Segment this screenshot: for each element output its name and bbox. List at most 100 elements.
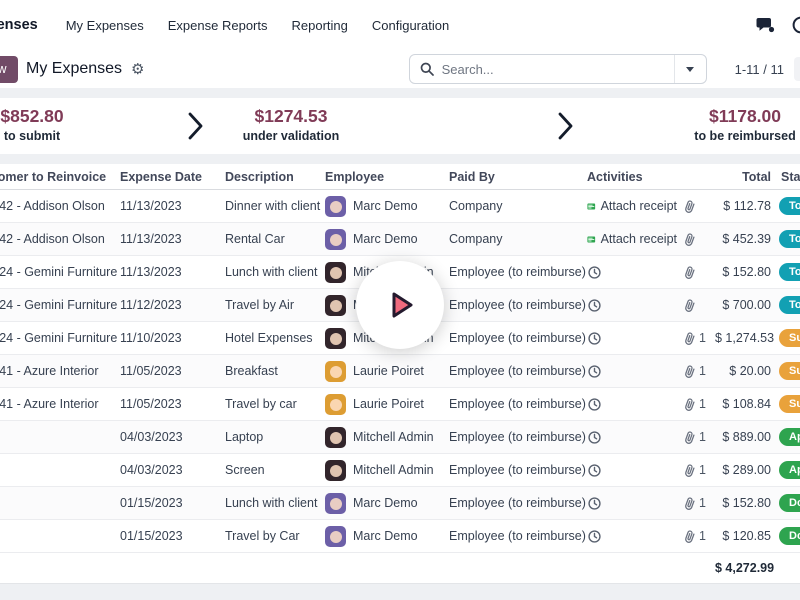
expense-date-cell: 11/05/2023 (120, 397, 182, 411)
nav-item-configuration[interactable]: Configuration (371, 17, 450, 33)
employee-cell: Marc Demo (325, 525, 449, 547)
main-nav: Expenses My Expenses Expense Reports Rep… (0, 0, 800, 50)
nav-item-reporting[interactable]: Reporting (291, 17, 348, 33)
breadcrumb[interactable]: My Expenses (26, 60, 123, 77)
attachment-count: 1 (699, 430, 706, 444)
activities-cell[interactable]: Attach receipt (587, 199, 683, 214)
total-cell: $ 112.78 (723, 199, 771, 213)
total-cell: $ 20.00 (729, 364, 771, 378)
label-under-validation: under validation (242, 129, 340, 143)
total-cell: $ 289.00 (722, 463, 771, 477)
attachment-count: 1 (699, 397, 706, 411)
expense-date-cell: 01/15/2023 (120, 529, 183, 543)
description-cell: Lunch with client (225, 265, 318, 279)
nav-item-expense-reports[interactable]: Expense Reports (167, 17, 268, 33)
dashboard-card-to-submit[interactable]: $852.80 to submit (0, 106, 63, 143)
activities-cell[interactable] (587, 364, 683, 379)
attachment-cell (683, 199, 715, 214)
attachment-cell: 1 (683, 463, 715, 478)
status-badge: Approved (779, 428, 800, 446)
expense-row[interactable]: S00041 - Azure Interior 11/05/2023 Trave… (0, 388, 800, 421)
status-badge: Submitted (779, 395, 800, 413)
paperclip-icon (685, 529, 695, 543)
total-cell: $ 452.39 (722, 232, 771, 246)
expense-dashboard: $852.80 to submit $1274.53 under validat… (0, 98, 800, 154)
paid-by-cell: Employee (to reimburse) (449, 430, 586, 444)
view-settings-gear-icon[interactable]: ⚙ (131, 59, 145, 78)
video-play-button[interactable] (356, 261, 444, 349)
activities-cell[interactable] (587, 397, 683, 412)
chevron-right-icon (555, 110, 575, 145)
customer-cell: S00024 - Gemini Furniture (0, 331, 118, 345)
messages-icon[interactable] (754, 14, 776, 36)
dashboard-card-under-validation[interactable]: $1274.53 under validation (243, 106, 340, 143)
activities-cell[interactable] (587, 496, 683, 511)
expense-row[interactable]: S00042 - Addison Olson 11/13/2023 Rental… (0, 223, 800, 256)
employee-cell: Marc Demo (325, 228, 449, 250)
status-badge: Done (779, 494, 800, 512)
status-badge: To Submit (779, 197, 800, 215)
employee-cell: Marc Demo (325, 492, 449, 514)
total-cell: $ 889.00 (722, 430, 771, 444)
schedule-activity-clock-icon (588, 298, 601, 312)
activities-cell[interactable] (587, 463, 683, 478)
attachment-cell: 1 (683, 430, 715, 445)
activity-label: Attach receipt (600, 199, 677, 213)
schedule-activity-clock-icon (588, 463, 601, 477)
status-badge: Submitted (779, 362, 800, 380)
activities-cell[interactable] (587, 331, 683, 346)
attachment-count: 1 (699, 331, 706, 345)
new-button[interactable]: New (0, 55, 18, 83)
col-header-paid-by[interactable]: Paid By (449, 169, 495, 184)
activities-cell[interactable] (587, 430, 683, 445)
table-footer-row: $ 4,272.99 (0, 553, 800, 584)
expense-row[interactable]: 04/03/2023 Screen Mitchell Admin Employe… (0, 454, 800, 487)
expense-row[interactable]: S00041 - Azure Interior 11/05/2023 Break… (0, 355, 800, 388)
label-to-submit: to submit (3, 129, 61, 143)
schedule-activity-clock-icon (588, 529, 601, 543)
col-header-customer[interactable]: Customer to Reinvoice (0, 169, 107, 184)
activities-cell[interactable] (587, 298, 683, 313)
label-to-be-reimbursed: to be reimbursed (694, 129, 796, 143)
schedule-activity-clock-icon (588, 430, 601, 444)
employee-name: Marc Demo (353, 232, 418, 246)
paid-by-cell: Employee (to reimburse) (449, 331, 586, 345)
paperclip-icon (685, 298, 695, 312)
activities-icon[interactable] (790, 14, 800, 36)
avatar (325, 294, 346, 316)
activities-cell[interactable] (587, 265, 683, 280)
footer-total: $ 4,272.99 (715, 561, 775, 575)
expense-row[interactable]: 01/15/2023 Lunch with client Marc Demo E… (0, 487, 800, 520)
description-cell: Travel by Car (225, 529, 300, 543)
col-header-total[interactable]: Total (742, 169, 771, 184)
paid-by-cell: Employee (to reimburse) (449, 265, 586, 279)
attachment-cell: 1 (683, 496, 715, 511)
col-header-activities[interactable]: Activities (587, 169, 643, 184)
description-cell: Screen (225, 463, 265, 477)
app-menu-expenses[interactable]: Expenses (0, 17, 38, 33)
status-badge: To Submit (779, 230, 800, 248)
employee-name: Mitchell Admin (353, 463, 434, 477)
expense-row[interactable]: 01/15/2023 Travel by Car Marc Demo Emplo… (0, 520, 800, 553)
dashboard-card-to-be-reimbursed[interactable]: $1178.00 to be reimbursed (694, 106, 795, 143)
col-header-expense-date[interactable]: Expense Date (120, 169, 202, 184)
col-header-description[interactable]: Description (225, 169, 294, 184)
status-badge: To Submit (779, 263, 800, 281)
col-header-employee[interactable]: Employee (325, 169, 385, 184)
chevron-down-icon (686, 66, 695, 72)
col-header-status[interactable]: Status (781, 169, 800, 184)
expense-date-cell: 04/03/2023 (120, 463, 183, 477)
pager-previous-button[interactable] (794, 57, 800, 81)
search-input[interactable] (441, 61, 674, 77)
search-dropdown-toggle[interactable] (673, 55, 706, 83)
expense-date-cell: 11/13/2023 (120, 199, 182, 213)
expense-row[interactable]: 04/03/2023 Laptop Mitchell Admin Employe… (0, 421, 800, 454)
nav-item-my-expenses[interactable]: My Expenses (65, 17, 144, 33)
employee-name: Mitchell Admin (353, 430, 434, 444)
expense-row[interactable]: S00042 - Addison Olson 11/13/2023 Dinner… (0, 190, 800, 223)
paperclip-icon (685, 199, 695, 213)
activities-cell[interactable] (587, 529, 683, 544)
paid-by-cell: Employee (to reimburse) (449, 397, 586, 411)
avatar (325, 195, 346, 217)
activities-cell[interactable]: Attach receipt (587, 232, 683, 247)
